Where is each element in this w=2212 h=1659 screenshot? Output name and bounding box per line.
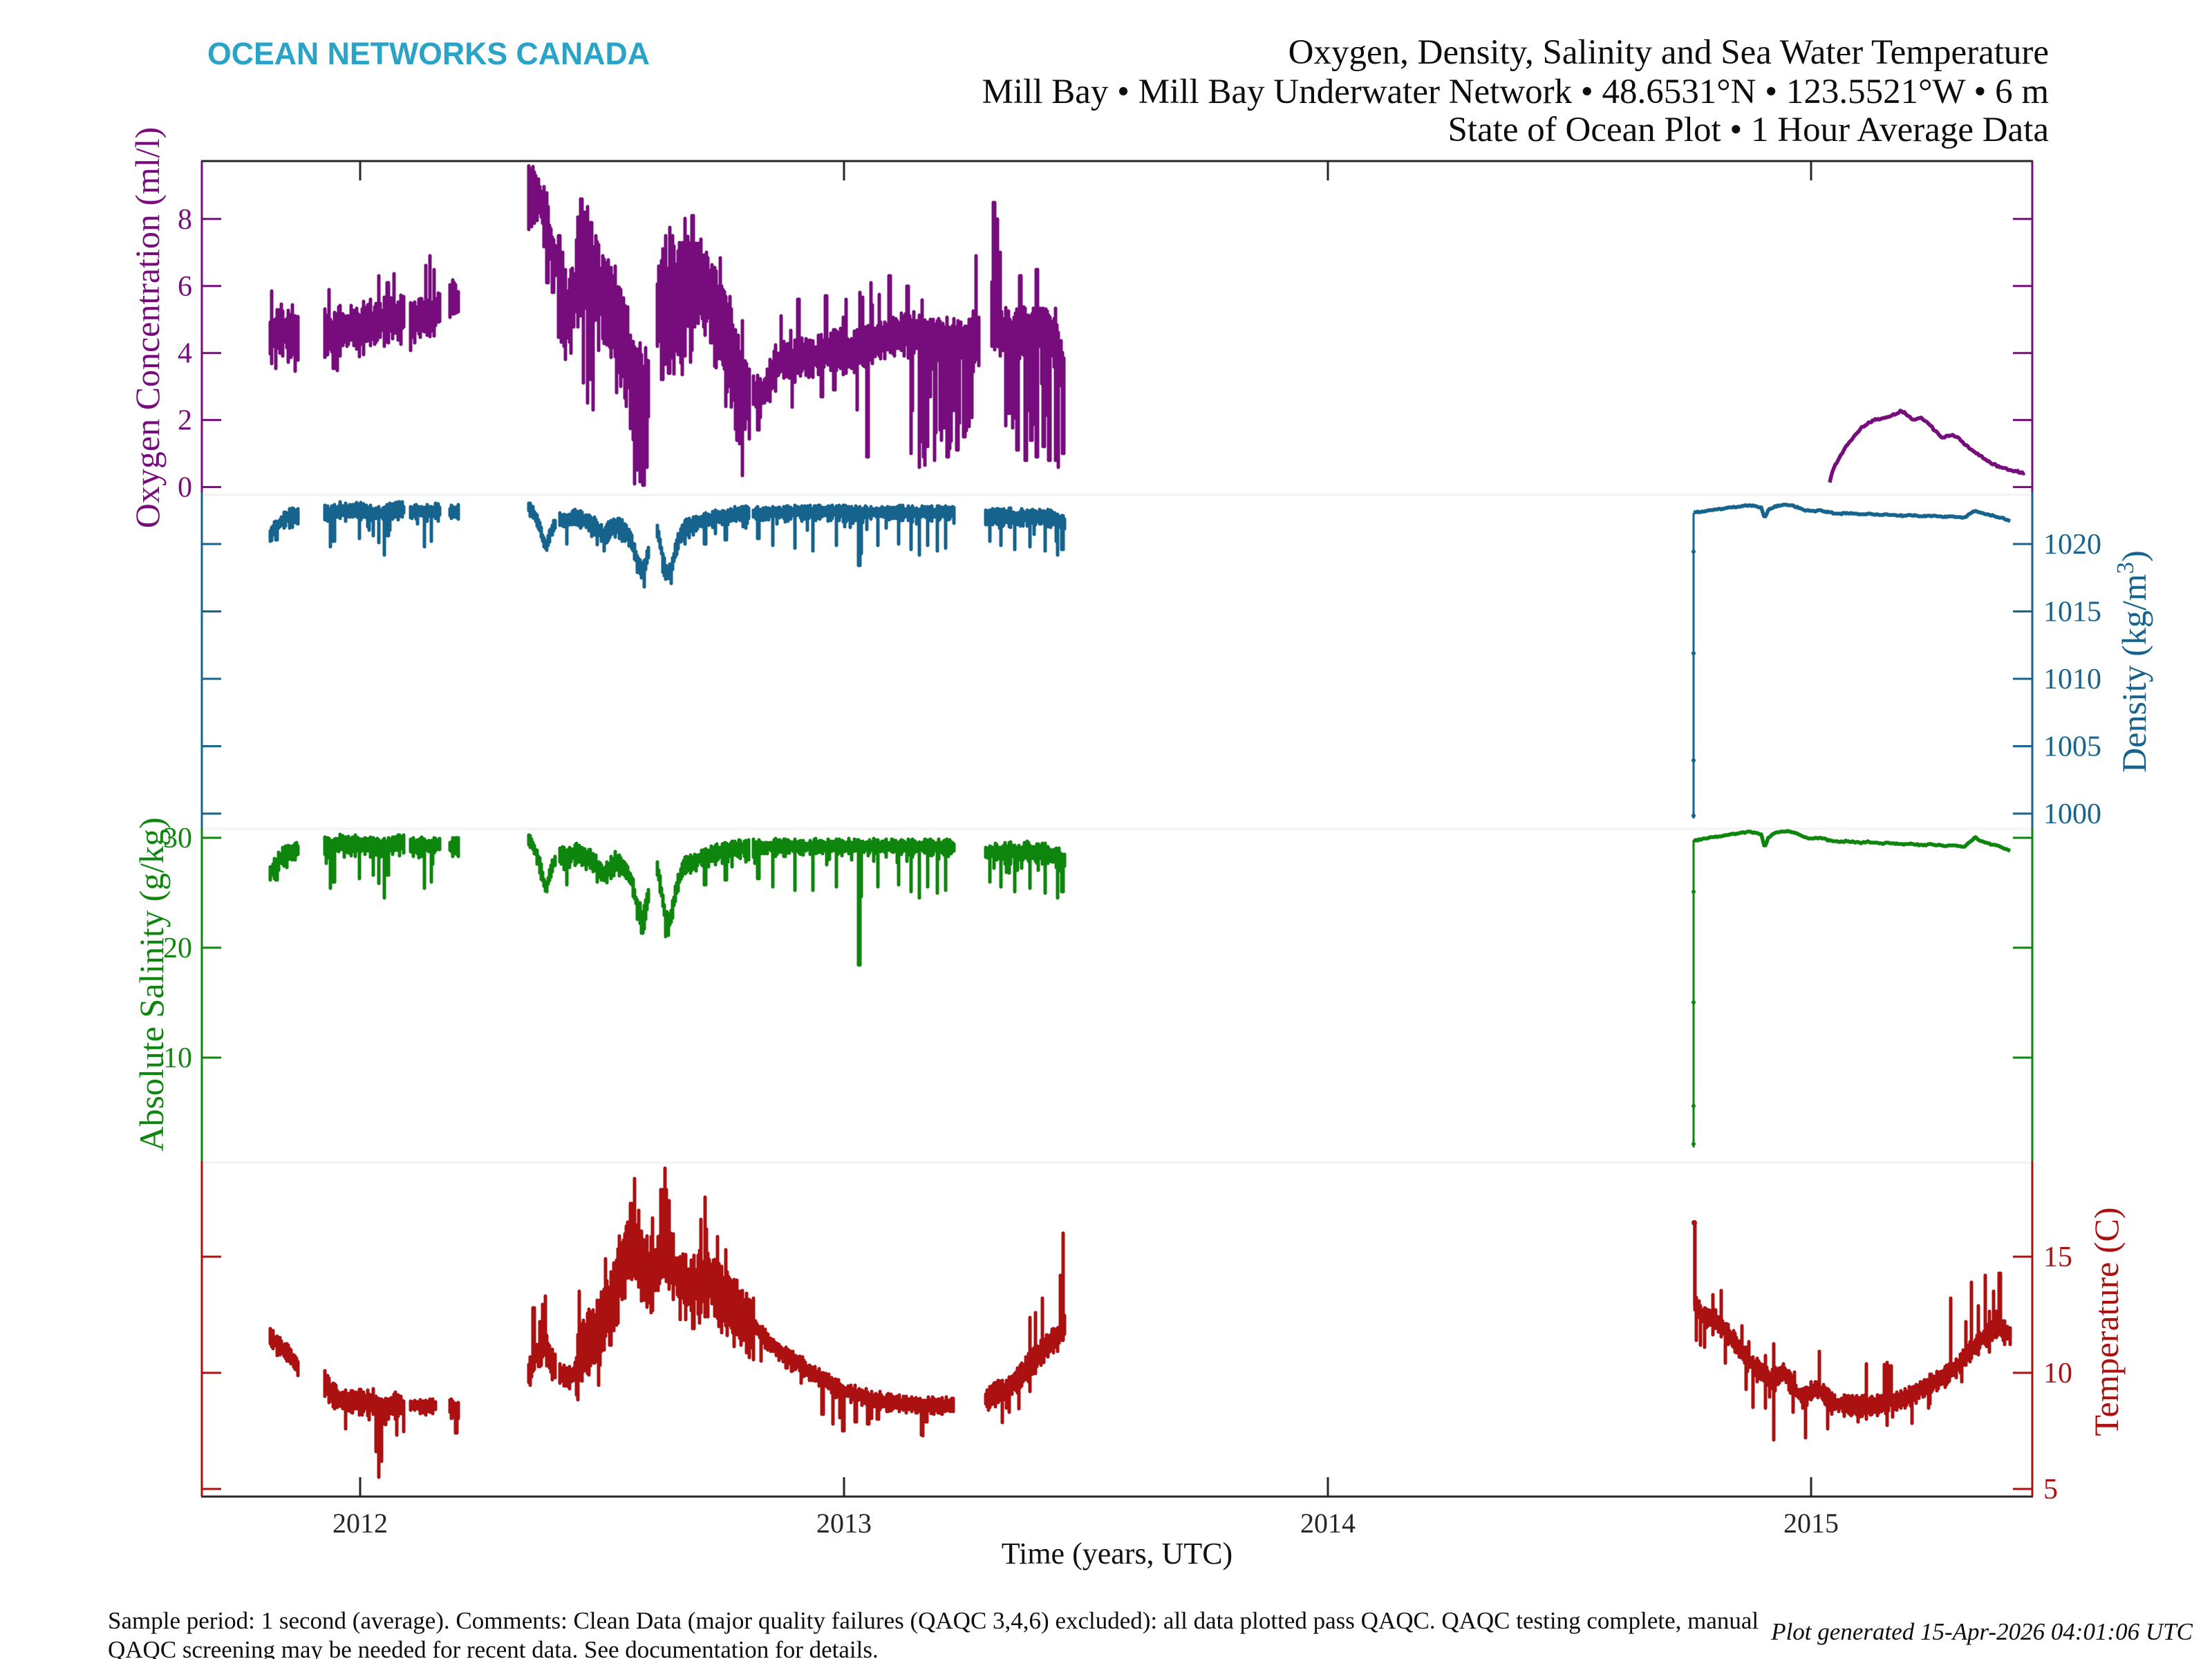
svg-text:30: 30: [163, 823, 192, 854]
svg-text:0: 0: [178, 472, 192, 504]
svg-text:6: 6: [178, 271, 192, 303]
svg-text:15: 15: [2043, 1241, 2072, 1273]
svg-text:2013: 2013: [816, 1508, 872, 1539]
svg-text:8: 8: [178, 204, 192, 236]
svg-text:Density (kg/m3): Density (kg/m3): [2112, 550, 2153, 773]
svg-text:Plot generated 15-Apr-2026 04:: Plot generated 15-Apr-2026 04:01:06 UTC: [1770, 1618, 2193, 1645]
svg-text:Sample period: 1 second (avera: Sample period: 1 second (average). Comme…: [108, 1607, 1759, 1634]
svg-text:2014: 2014: [1300, 1508, 1356, 1539]
svg-text:OCEAN NETWORKS CANADA: OCEAN NETWORKS CANADA: [207, 36, 650, 71]
svg-text:Oxygen Concentration (ml/l): Oxygen Concentration (ml/l): [128, 127, 167, 528]
svg-text:1010: 1010: [2043, 664, 2101, 695]
svg-text:Absolute Salinity (g/kg): Absolute Salinity (g/kg): [132, 817, 171, 1151]
svg-text:10: 10: [2043, 1358, 2072, 1389]
svg-text:Oxygen, Density, Salinity and: Oxygen, Density, Salinity and Sea Water …: [1288, 33, 2049, 72]
svg-text:4: 4: [178, 338, 192, 370]
svg-text:1005: 1005: [2043, 731, 2101, 763]
svg-text:State of Ocean Plot • 1 Hour A: State of Ocean Plot • 1 Hour Average Dat…: [1448, 111, 2049, 149]
svg-text:2015: 2015: [1783, 1508, 1839, 1539]
svg-text:1015: 1015: [2043, 597, 2101, 628]
svg-text:Mill Bay • Mill Bay Underwater: Mill Bay • Mill Bay Underwater Network •…: [982, 73, 2049, 111]
svg-text:2: 2: [178, 405, 192, 437]
svg-text:5: 5: [2043, 1474, 2058, 1506]
svg-text:Temperature (C): Temperature (C): [2087, 1207, 2126, 1436]
svg-text:10: 10: [163, 1042, 192, 1074]
svg-text:20: 20: [163, 932, 192, 964]
svg-text:1020: 1020: [2043, 529, 2101, 561]
svg-text:QAQC screening may be needed f: QAQC screening may be needed for recent …: [108, 1636, 879, 1659]
svg-text:Time (years, UTC): Time (years, UTC): [1002, 1537, 1232, 1571]
svg-text:2012: 2012: [332, 1508, 388, 1539]
svg-text:1000: 1000: [2043, 798, 2101, 830]
